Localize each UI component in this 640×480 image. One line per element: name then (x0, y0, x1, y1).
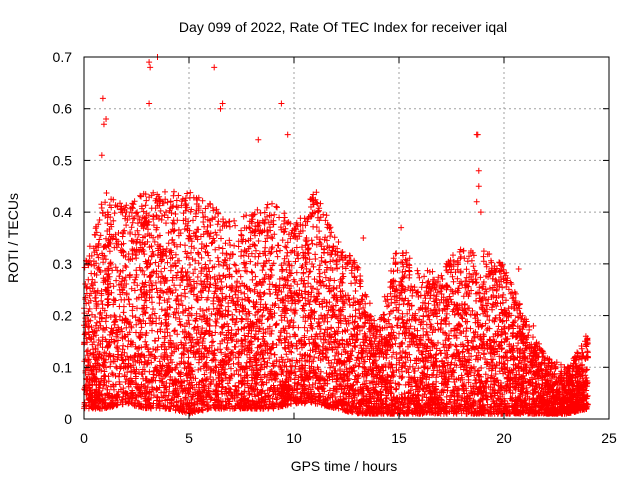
roti-outlier-point (582, 333, 589, 340)
x-tick-label: 15 (391, 430, 407, 446)
roti-outlier-point (219, 100, 226, 107)
roti-outlier-point (99, 95, 106, 102)
y-tick-label: 0 (64, 411, 72, 427)
y-axis-title: ROTI / TECUs (5, 193, 21, 283)
y-tick-label: 0.6 (53, 101, 73, 117)
roti-outlier-point (211, 64, 218, 71)
roti-outlier-point (473, 198, 480, 205)
roti-outlier-point (255, 136, 262, 143)
roti-outlier-point (98, 152, 105, 159)
chart-title: Day 099 of 2022, Rate Of TEC Index for r… (179, 19, 507, 35)
roti-outlier-point (100, 121, 107, 128)
x-tick-label: 0 (80, 430, 88, 446)
roti-outlier-point (146, 59, 153, 66)
y-tick-label: 0.4 (53, 204, 73, 220)
roti-outlier-point (147, 64, 154, 71)
roti-outlier-point (217, 105, 224, 112)
plot-frame (83, 56, 610, 420)
axes: 0 5 10 15 20 25 0 0.1 0.2 0.3 0.4 0.5 0.6 0.7 (53, 49, 617, 446)
x-tick-label: 5 (185, 430, 193, 446)
roti-outlier-point (530, 322, 537, 329)
y-tick-label: 0.2 (53, 308, 73, 324)
x-tick-label: 10 (286, 430, 302, 446)
y-tick-label: 0.1 (53, 359, 73, 375)
roti-outlier-point (278, 100, 285, 107)
x-tick-label: 20 (496, 430, 512, 446)
roti-outlier-point (284, 131, 291, 138)
roti-outlier-point (477, 209, 484, 216)
roti-outlier-point (103, 116, 110, 123)
roti-outlier-point (475, 167, 482, 174)
x-tick-label: 25 (601, 430, 617, 446)
roti-outlier-point (398, 224, 405, 231)
roti-outlier-point (515, 266, 522, 273)
data-points (81, 54, 591, 417)
x-axis-title: GPS time / hours (291, 458, 398, 474)
y-tick-label: 0.7 (53, 49, 73, 65)
roti-outlier-point (360, 235, 367, 241)
y-tick-label: 0.5 (53, 152, 73, 168)
roti-outlier-point (146, 100, 153, 107)
roti-outlier-point (474, 131, 481, 138)
roti-outlier-point (475, 183, 482, 190)
roti-point-cloud (81, 188, 591, 417)
y-tick-label: 0.3 (53, 256, 73, 272)
